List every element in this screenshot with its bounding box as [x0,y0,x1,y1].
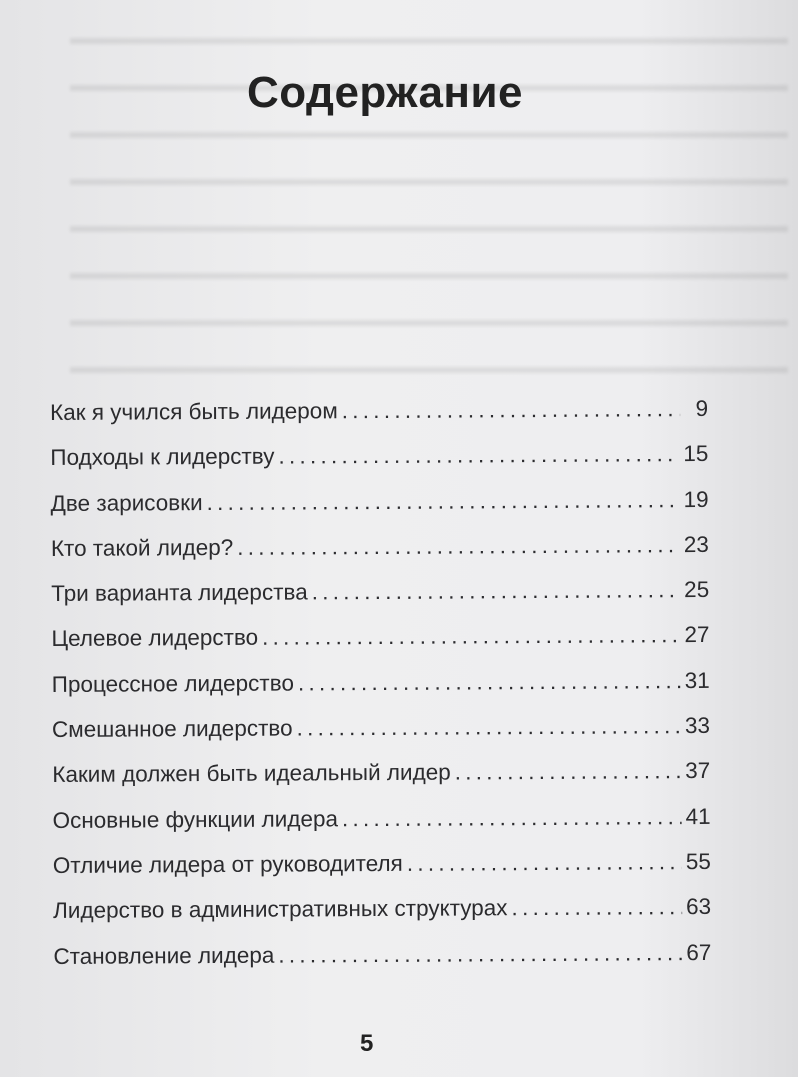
toc-entry: Смешанное лидерство 33 [52,713,710,762]
toc-entry-page: 9 [695,395,709,422]
toc-entry: Целевое лидерство 27 [51,622,709,671]
toc-entry: Три варианта лидерства 25 [51,577,709,626]
toc-entry: Как я учился быть лидером 9 [50,396,708,445]
dot-leader [207,487,680,516]
toc-entry: Процессное лидерство 31 [52,668,710,717]
dot-leader [407,849,682,877]
dot-leader [298,668,681,696]
dot-leader [296,713,681,741]
toc-entry-page: 27 [684,622,710,648]
toc-entry-title: Смешанное лидерство [51,715,293,743]
toc-entry-page: 37 [685,758,711,784]
show-through-text [70,0,788,380]
toc-entry: Подходы к лидерству 15 [50,441,708,490]
toc-entry-page: 15 [683,441,709,467]
page-number: 5 [360,1030,374,1057]
toc-entry-title: Становление лидера [53,942,275,969]
toc-entry-title: Лидерство в административных структурах [53,895,508,924]
toc-entry-page: 33 [684,713,711,739]
dot-leader [455,759,682,786]
toc-entry-title: Целевое лидерство [51,625,259,652]
toc-entry: Каким должен быть идеальный лидер 37 [52,758,710,807]
toc-entry: Отличие лидера от руководителя 55 [53,849,711,898]
table-of-contents: Как я учился быть лидером 9 Подходы к лиде… [50,396,712,989]
toc-entry-title: Три варианта лидерства [51,579,308,607]
toc-entry-title: Процессное лидерство [51,670,294,697]
toc-entry-title: Две зарисовки [50,489,203,516]
dot-leader [278,441,679,469]
toc-entry: Лидерство в административных структурах 6… [53,894,711,943]
toc-entry-page: 31 [684,667,710,693]
toc-entry-page: 63 [686,894,712,920]
toc-entry-page: 67 [686,939,712,965]
toc-entry-page: 55 [685,848,711,875]
page-title: Содержание [246,68,524,117]
toc-entry-page: 23 [683,531,709,558]
dot-leader [262,623,680,652]
toc-entry: Две зарисовки 19 [51,487,709,536]
toc-entry-page: 19 [683,486,709,512]
toc-entry-title: Подходы к лидерству [50,443,275,471]
toc-entry: Становление лидера 67 [53,940,711,989]
dot-leader [312,577,681,605]
toc-entry: Основные функции лидера 41 [52,804,710,853]
dot-leader [342,396,680,424]
dot-leader [342,804,682,832]
toc-entry-title: Как я учился быть лидером [50,398,338,425]
toc-entry-title: Каким должен быть идеальный лидер [52,759,451,788]
dot-leader [511,894,682,921]
dot-leader [278,940,682,968]
toc-entry-page: 41 [685,803,711,829]
toc-entry-title: Отличие лидера от руководителя [52,850,403,878]
toc-entry-title: Основные функции лидера [52,805,339,833]
toc-entry: Кто такой лидер? 23 [51,532,709,581]
toc-entry-title: Кто такой лидер? [50,534,234,561]
toc-entry-page: 25 [684,577,710,603]
dot-leader [237,532,680,561]
